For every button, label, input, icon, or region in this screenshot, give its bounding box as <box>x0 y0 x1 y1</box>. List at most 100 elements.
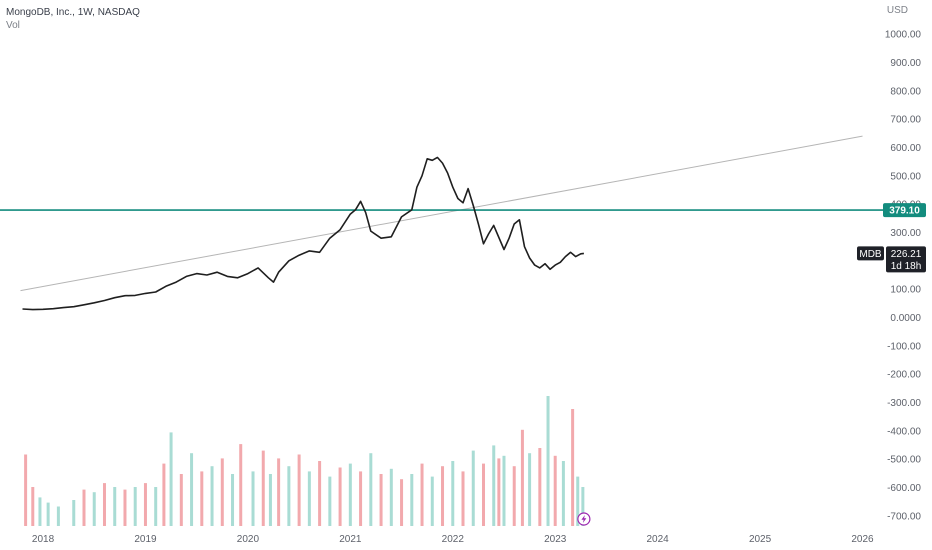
y-tick-label: 800.00 <box>890 86 921 97</box>
x-tick-label: 2022 <box>442 534 465 545</box>
volume-bar <box>162 463 166 526</box>
volume-bar <box>179 474 183 526</box>
volume-bar <box>576 476 580 526</box>
volume-bar <box>410 474 414 526</box>
volume-bar <box>307 471 311 526</box>
countdown-text: 1d 18h <box>891 261 922 272</box>
volume-bar <box>200 471 204 526</box>
volume-bar <box>123 489 127 526</box>
symbol-title[interactable]: MongoDB, Inc., 1W, NASDAQ <box>6 7 140 18</box>
volume-bar <box>528 453 532 526</box>
volume-bar <box>82 489 86 526</box>
volume-bar <box>56 506 60 526</box>
volume-bar <box>38 497 42 526</box>
y-tick-label: 500.00 <box>890 171 921 182</box>
volume-bar <box>512 466 516 526</box>
volume-bar <box>561 461 565 526</box>
currency-label[interactable]: USD <box>886 5 908 16</box>
volume-bar <box>400 479 404 526</box>
volume-bar <box>297 454 301 526</box>
volume-bar <box>261 450 265 526</box>
volume-bar <box>143 483 147 526</box>
volume-bar <box>546 396 550 526</box>
volume-bar <box>72 500 76 526</box>
x-tick-label: 2019 <box>134 534 157 545</box>
volume-bar <box>154 487 158 526</box>
y-tick-label: -400.00 <box>887 426 921 437</box>
level-price-tag <box>883 203 926 218</box>
volume-bar <box>190 453 194 526</box>
x-tick-label: 2023 <box>544 534 567 545</box>
volume-bar <box>92 492 96 526</box>
volume-bar <box>251 471 255 526</box>
volume-bar <box>430 476 434 526</box>
x-tick-label: 2020 <box>237 534 260 545</box>
volume-bar <box>318 461 322 526</box>
x-tick-label: 2024 <box>647 534 670 545</box>
volume-bar <box>46 502 50 526</box>
volume-bar <box>492 445 496 526</box>
volume-bar <box>359 471 363 526</box>
y-tick-label: -200.00 <box>887 370 921 381</box>
volume-bar <box>169 432 173 526</box>
y-tick-label: 900.00 <box>890 58 921 69</box>
price-series <box>22 156 585 311</box>
trend-line-segment[interactable] <box>20 135 863 292</box>
x-tick-label: 2025 <box>749 534 772 545</box>
time-axis[interactable]: 2018 2019 2020 2021 2022 2023 2024 2025 2026 <box>32 534 874 545</box>
volume-label[interactable]: Vol <box>6 20 20 31</box>
y-tick-label: 0.0000 <box>890 313 921 324</box>
volume-bar <box>287 466 291 526</box>
lightning-icon[interactable] <box>577 512 591 526</box>
volume-bar <box>369 453 373 526</box>
volume-bar <box>348 463 352 526</box>
last-price-tag <box>886 246 926 273</box>
volume-bar <box>102 483 106 526</box>
y-tick-label: 100.00 <box>890 285 921 296</box>
volume-bar <box>481 463 485 526</box>
volume-bar <box>113 487 117 526</box>
volume-bar <box>441 466 445 526</box>
y-tick-label: 300.00 <box>890 228 921 239</box>
y-tick-label: -500.00 <box>887 455 921 466</box>
volume-bar <box>538 448 542 526</box>
chart-legend: MongoDB, Inc., 1W, NASDAQ Vol <box>6 6 140 32</box>
volume-bar <box>420 463 424 526</box>
y-tick-label: -600.00 <box>887 483 921 494</box>
y-tick-label: 600.00 <box>890 143 921 154</box>
symbol-tag-text: MDB <box>859 249 882 260</box>
y-tick-label: -700.00 <box>887 511 921 522</box>
volume-bar <box>31 487 35 526</box>
volume-bar <box>571 409 575 526</box>
volume-bar <box>389 468 393 526</box>
volume-bar <box>497 458 501 526</box>
volume-bars <box>24 396 585 526</box>
volume-bar <box>231 474 235 526</box>
level-price-text: 379.10 <box>889 206 920 217</box>
volume-bar <box>471 450 475 526</box>
price-axis[interactable]: 1000.00900.00800.00700.00600.00500.00400… <box>885 30 922 523</box>
volume-bar <box>338 467 342 526</box>
y-tick-label: -300.00 <box>887 398 921 409</box>
volume-bar <box>379 474 383 526</box>
volume-bar <box>210 466 214 526</box>
price-line <box>22 156 585 311</box>
volume-bar <box>133 487 137 526</box>
volume-bar <box>277 458 281 526</box>
volume-bar <box>220 458 224 526</box>
y-tick-label: -100.00 <box>887 341 921 352</box>
y-tick-label: 1000.00 <box>885 30 922 41</box>
volume-bar <box>24 454 28 526</box>
symbol-tag <box>857 246 884 261</box>
trend-line[interactable] <box>20 135 863 292</box>
volume-bar <box>239 444 243 526</box>
x-tick-label: 2018 <box>32 534 55 545</box>
volume-bar <box>553 455 557 526</box>
lightning-bolt <box>581 515 587 523</box>
x-tick-label: 2021 <box>339 534 362 545</box>
last-price-text: 226.21 <box>891 249 922 260</box>
volume-bar <box>502 455 506 526</box>
volume-bar <box>461 471 465 526</box>
